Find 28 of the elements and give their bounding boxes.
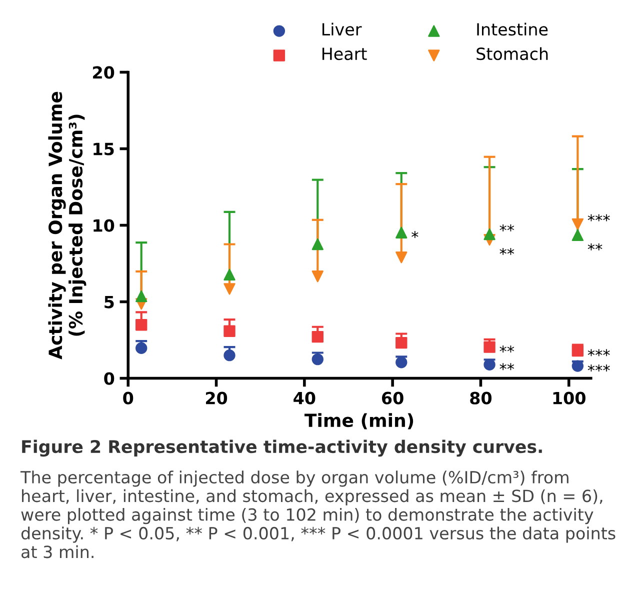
annotation: ** xyxy=(500,224,514,232)
x-tick-label: 0 xyxy=(123,392,134,404)
annotation: ** xyxy=(500,363,514,370)
annotation: * xyxy=(412,231,418,238)
legend-label: Intestine xyxy=(477,22,548,36)
legend-label: Liver xyxy=(322,22,362,36)
x-tick-label: 80 xyxy=(470,392,492,404)
legend-label: Stomach xyxy=(476,47,548,60)
annotation: *** xyxy=(588,364,610,372)
y-tick-label: 10 xyxy=(94,219,114,232)
caption: Figure 2 Representative time-activity density curves. xyxy=(22,440,542,457)
annotation: *** xyxy=(588,214,610,222)
annotation: ** xyxy=(500,248,514,255)
annotation: ** xyxy=(500,346,514,352)
text: The percentage of injected dose by organ volume (%ID/cm³) from heart, liver, intestine, and stomach, expressed as mean ± SD (n = 6), were plotted against time (3 to 102 min) to demonstrate the activity density. * P < 0.05, ** P < 0.001, *** P < 0.0001 versus the data points at 3 min. xyxy=(20,470,616,558)
x-tick-label: 20 xyxy=(206,392,228,404)
annotation: *** xyxy=(588,349,610,356)
y-tick-label: 15 xyxy=(94,142,114,156)
x-axis-title: Time (min) xyxy=(304,413,414,430)
legend-label: Heart xyxy=(322,48,367,60)
x-tick-label: 100 xyxy=(553,392,586,404)
y-tick-label: 20 xyxy=(93,66,114,79)
x-tick-label: 40 xyxy=(294,392,316,404)
annotation: ** xyxy=(588,243,602,250)
x-tick-label: 60 xyxy=(382,392,404,404)
y-tick-label: 5 xyxy=(104,296,114,308)
y-axis-title: Activity per Organ Volume (% Injected Dose/cm³) xyxy=(48,92,86,360)
y-tick-label: 0 xyxy=(104,372,114,385)
